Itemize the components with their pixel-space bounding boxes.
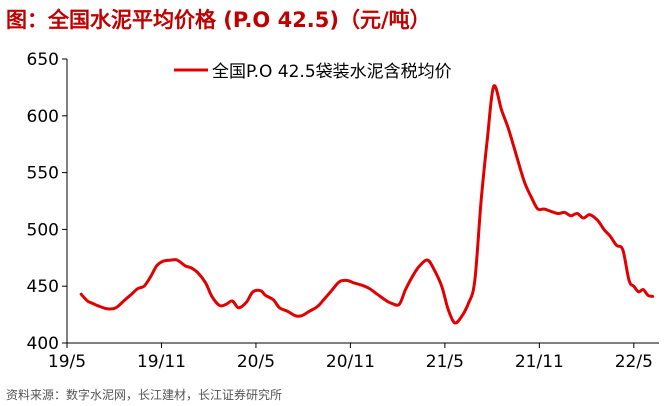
chart-axes	[66, 59, 659, 344]
x-tick-label: 21/11	[515, 352, 564, 372]
y-tick-label: 450	[27, 277, 59, 297]
source-note: 资料来源：数字水泥网，长江建材，长江证券研究所	[6, 388, 283, 402]
y-tick-label: 650	[27, 50, 59, 70]
x-tick-label: 21/5	[426, 352, 464, 372]
y-tick-label: 500	[27, 220, 59, 240]
y-tick-label: 600	[27, 107, 59, 127]
x-tick-label: 22/5	[615, 352, 653, 372]
x-tick-label: 20/11	[326, 352, 375, 372]
x-tick-label: 19/5	[48, 352, 86, 372]
chart-legend: 全国P.O 42.5袋装水泥含税均价	[174, 62, 452, 82]
legend-label: 全国P.O 42.5袋装水泥含税均价	[212, 62, 452, 82]
y-tick-label: 550	[27, 164, 59, 184]
x-axis-ticks: 19/5 19/11 20/5 20/11 21/5 21/11 22/5	[48, 343, 653, 372]
y-axis-ticks: 400 450 500 550 600 650	[27, 50, 67, 354]
y-tick-label: 400	[27, 334, 59, 354]
x-tick-label: 19/11	[137, 352, 186, 372]
x-tick-label: 20/5	[237, 352, 275, 372]
series-layer	[79, 84, 655, 325]
chart-title: 图：全国水泥平均价格 (P.O 42.5)（元/吨）	[6, 8, 431, 32]
series-line-0	[79, 84, 655, 325]
